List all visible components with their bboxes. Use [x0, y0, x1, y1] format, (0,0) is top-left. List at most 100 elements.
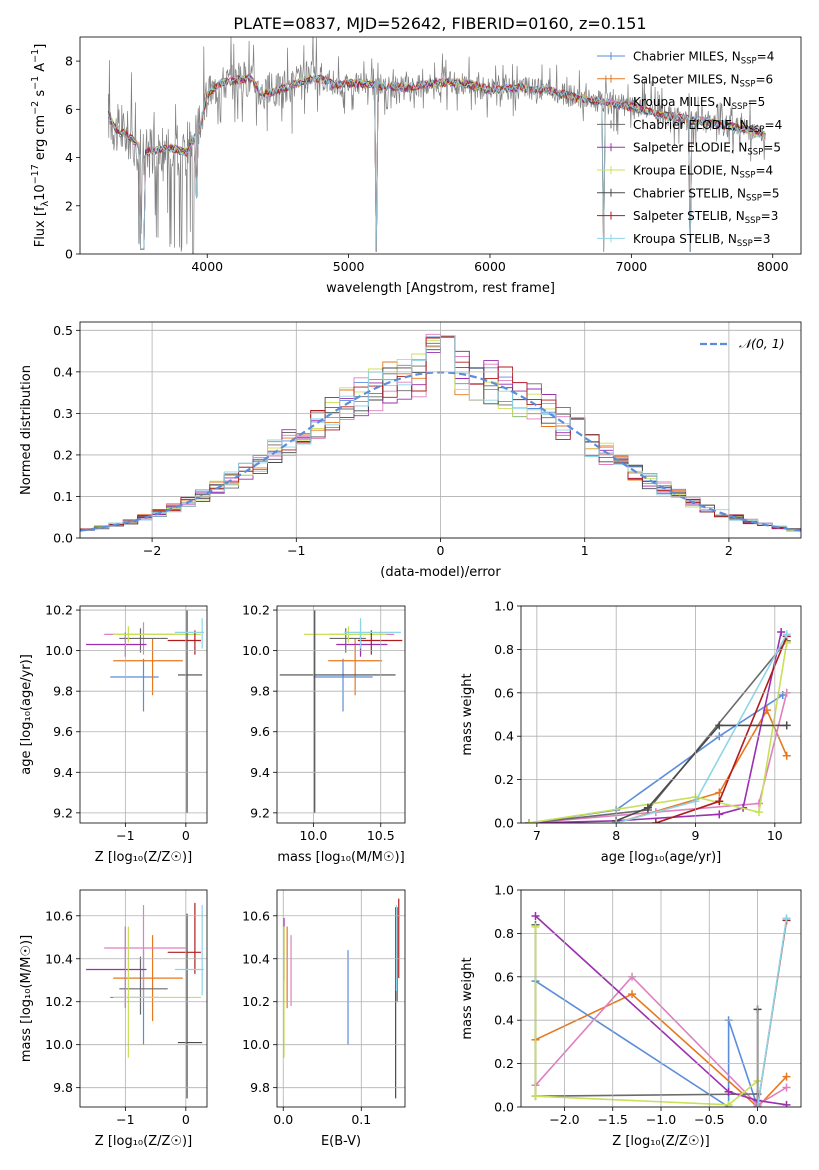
axes-frame — [520, 605, 802, 824]
weight-point-kroupa-miles — [754, 799, 763, 808]
x-tick-label: 4000 — [191, 259, 223, 274]
x-tick-label: 0 — [437, 543, 445, 558]
y-tick-label: 9.4 — [250, 765, 270, 780]
plot-area — [86, 610, 204, 813]
y-axis-label: Flux [fλ10−17 erg cm−2 s−1 A−1] — [30, 44, 51, 248]
y-label-part: ] — [33, 44, 48, 49]
x-tick-label: −1 — [116, 1112, 134, 1127]
x-tick-label: 0.0 — [748, 1112, 768, 1127]
y-tick-label: 10.6 — [242, 908, 270, 923]
legend-name: Salpeter MILES, N — [633, 72, 740, 86]
weight-line-chabrier-stelib — [615, 724, 787, 822]
legend-sub: SSP — [747, 148, 763, 158]
weight-line-kroupa-miles — [534, 975, 787, 1106]
y-tick-label: 10.0 — [242, 1037, 270, 1052]
legend-name: Salpeter STELIB, N — [633, 209, 745, 223]
legend-name: Kroupa STELIB, N — [633, 232, 737, 246]
spectrum-data-line — [107, 37, 766, 254]
legend-name: Chabrier MILES, N — [633, 50, 741, 64]
legend-n: =4 — [755, 164, 773, 178]
x-tick-label: 2 — [725, 543, 733, 558]
plot-area — [107, 37, 766, 254]
y-axis-label: Normed distribution — [19, 365, 34, 495]
x-tick-label: −2 — [143, 543, 161, 558]
x-tick-label: 7 — [533, 828, 541, 843]
legend-n: =4 — [765, 118, 783, 132]
legend-name: Kroupa MILES, N — [633, 95, 732, 109]
x-tick-label: 8000 — [757, 259, 789, 274]
weight-point-salpeter-miles — [715, 788, 724, 797]
legend-sub: SSP — [740, 171, 756, 181]
y-tick-label: 0.8 — [494, 926, 514, 941]
weight-point-salpeter-miles — [628, 990, 637, 999]
legend-n: =5 — [748, 95, 766, 109]
axes-frame — [520, 889, 802, 1108]
y-label-part: Flux [f — [33, 206, 48, 247]
weight-point-chabrier-stelib — [715, 721, 724, 730]
weight-point-chabrier-stelib — [782, 721, 791, 730]
x-tick-label: 0.0 — [273, 1112, 293, 1127]
y-label-part: s — [33, 90, 48, 101]
weight-point-salpeter-elodie — [782, 1100, 791, 1107]
weight-line-kroupa-elodie — [534, 926, 759, 1106]
panel-age_vs_mass: 10.0 10.5 9.2 9.4 9.6 9.8 10.0 10.2 mass [log₁₀(… — [242, 603, 406, 865]
legend-entry: Kroupa ELODIE, NSSP=4 — [633, 164, 773, 181]
panel-age_vs_Z: −1 0 9.2 9.4 9.6 9.8 10.0 10.2 Z [log₁₀(Z/Z☉)] ag… — [19, 603, 208, 865]
legend-n: =3 — [761, 209, 779, 223]
x-tick-label: 9 — [692, 828, 700, 843]
panel-weight_vs_Z: −2.0 −1.5 −1.0 −0.5 0.0 0.0 0.2 0.4 0.6 0.8 1.0 Z [… — [460, 883, 802, 1149]
y-tick-label: 0.6 — [494, 969, 514, 984]
y-axis-label: mass [log₁₀(M/M☉)] — [19, 935, 34, 1062]
legend-name: Kroupa ELODIE, N — [633, 164, 740, 178]
legend-n: =5 — [762, 186, 780, 200]
panel-mass_vs_ebv: 0.0 0.1 9.8 10.0 10.2 10.4 10.6 E(B-V) — [242, 889, 406, 1149]
x-axis-label: E(B-V) — [321, 1134, 361, 1149]
weight-point-salpeter-elodie — [724, 1087, 733, 1096]
y-label-part: −2 — [30, 101, 41, 115]
weight-point-kroupa-elodie — [524, 819, 533, 823]
axes-frame — [79, 321, 802, 539]
weight-point-kroupa-elodie — [531, 922, 540, 931]
x-tick-label: 6000 — [474, 259, 506, 274]
weight-point-salpeter-elodie — [715, 810, 724, 819]
x-tick-label: −2.0 — [549, 1112, 579, 1127]
legend-sub: SSP — [737, 239, 753, 249]
weight-point-kroupa-stelib — [782, 630, 791, 639]
spectrum-model-kroupa-stelib — [107, 74, 766, 252]
y-tick-label: 9.8 — [53, 1080, 73, 1095]
weight-line-salpeter-miles — [535, 993, 788, 1107]
y-tick-label: 0.2 — [494, 772, 514, 787]
y-tick-label: 10.0 — [45, 643, 73, 658]
y-tick-label: 9.8 — [250, 1080, 270, 1095]
x-axis-label: wavelength [Angstrom, rest frame] — [326, 281, 555, 296]
x-tick-label: 0.1 — [351, 1112, 371, 1127]
x-axis-label: Z [log₁₀(Z/Z☉)] — [95, 1134, 192, 1149]
legend-entry: Salpeter MILES, NSSP=6 — [633, 72, 773, 89]
y-tick-label: 0.2 — [53, 447, 73, 462]
x-tick-label: −1.0 — [646, 1112, 676, 1127]
y-tick-label: 0.0 — [494, 1100, 514, 1115]
y-label-part: −17 — [30, 164, 41, 184]
axes-frame — [79, 889, 208, 1108]
weight-point-salpeter-elodie — [531, 912, 540, 921]
legend-name: Salpeter ELODIE, N — [633, 141, 747, 155]
y-tick-label: 0.4 — [494, 1013, 514, 1028]
y-tick-label: 4 — [65, 150, 73, 165]
y-tick-label: 9.8 — [250, 684, 270, 699]
weight-line-kroupa-miles — [528, 692, 788, 823]
y-tick-label: 9.2 — [250, 805, 270, 820]
legend-sub: SSP — [741, 57, 757, 67]
y-tick-label: 0.0 — [494, 816, 514, 831]
weight-point-salpeter-miles — [782, 751, 791, 760]
weight-line-salpeter-elodie — [528, 631, 782, 823]
weight-point-kroupa-stelib — [782, 914, 791, 923]
plot-area — [283, 898, 400, 1099]
legend-entry: Chabrier ELODIE, NSSP=4 — [633, 118, 782, 135]
x-tick-label: 7000 — [615, 259, 647, 274]
legend-name: Chabrier STELIB, N — [633, 186, 746, 200]
weight-point-kroupa-miles — [782, 1083, 791, 1092]
panel-weight_vs_age: 7 8 9 10 0.0 0.2 0.4 0.6 0.8 1.0 age [log₁₀(age/yr… — [460, 599, 802, 865]
x-tick-label: −1 — [287, 543, 305, 558]
weight-line-salpeter-elodie — [534, 915, 787, 1106]
